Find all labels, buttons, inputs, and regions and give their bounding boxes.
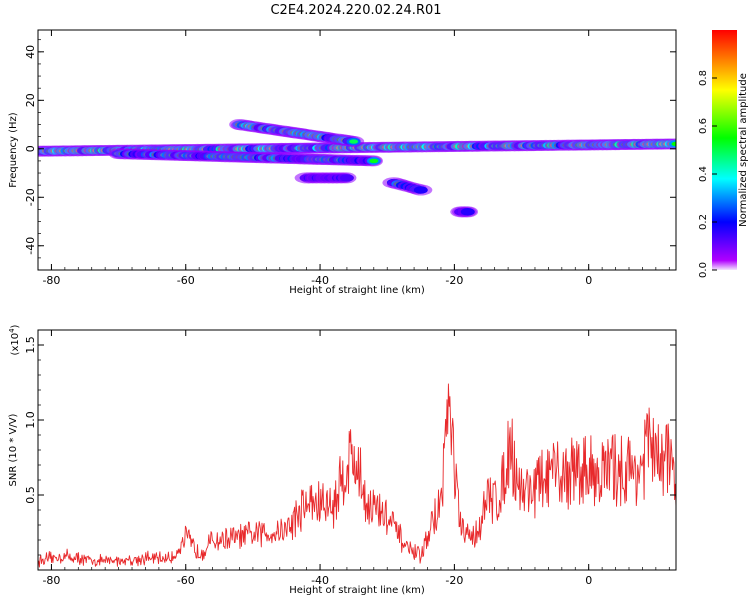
snr-xtick-label: -20	[445, 574, 463, 587]
snr-xtick-label: -60	[177, 574, 195, 587]
snr-axes: -80 -60 -40 -20 0 0.5 1.0 1.5	[24, 330, 676, 587]
colorbar-ticks: 0.0 0.2 0.4 0.6 0.8	[698, 70, 717, 278]
spectrogram-core	[349, 139, 359, 144]
spectrogram-ytick-label: -40	[24, 237, 37, 255]
spectrogram-axes: -80 -60 -40 -20 0 40 20 0 -20 -40	[24, 30, 676, 287]
spectrogram-core	[671, 141, 676, 147]
colorbar: 0.0 0.2 0.4 0.6 0.8 Normalized spectral ampl…	[698, 30, 749, 278]
spectrogram-cell	[460, 208, 475, 216]
spectrogram-ytick-label: 40	[24, 45, 37, 59]
figure-title: C2E4.2024.220.02.24.R01	[270, 3, 441, 18]
spectrogram-xtick-label: -60	[177, 274, 195, 287]
spectrogram-ytick-label: 0	[24, 145, 37, 152]
spectrogram-xtick-label: -40	[311, 274, 329, 287]
colorbar-gradient	[712, 30, 737, 270]
colorbar-tick-label: 0.0	[698, 262, 709, 278]
spectrogram-xtick-label: -80	[42, 274, 60, 287]
colorbar-tick-label: 0.2	[698, 214, 709, 230]
colorbar-tick-label: 0.6	[698, 118, 709, 134]
snr-series-line	[38, 383, 676, 568]
snr-frame	[37, 329, 677, 571]
spectrogram-cell	[339, 174, 354, 182]
colorbar-label: Normalized spectral amplitude	[738, 73, 749, 227]
spectrogram-ylabel: Frequency (Hz)	[8, 112, 19, 188]
spectrogram-xtick-label: 0	[585, 274, 592, 287]
spectrogram-panel: -80 -60 -40 -20 0 40 20 0 -20 -40 Height of strai…	[8, 29, 677, 296]
spectrogram-ytick-label: 20	[24, 93, 37, 107]
spectrogram-ytick-label: -20	[24, 188, 37, 206]
spectrogram-marks	[38, 119, 676, 218]
snr-ytick-label: 0.5	[24, 486, 37, 504]
spectrogram-xtick-label: -20	[445, 274, 463, 287]
snr-ytick-label: 1.0	[24, 411, 37, 429]
spectrogram-core	[369, 158, 379, 164]
snr-xlabel: Height of straight line (km)	[289, 585, 425, 596]
snr-panel: -80 -60 -40 -20 0 0.5 1.0 1.5 Height of straigh…	[8, 324, 677, 596]
colorbar-tick-label: 0.4	[698, 166, 709, 182]
snr-xtick-label: -80	[42, 574, 60, 587]
snr-multiplier: (x104)	[8, 324, 21, 355]
spectrogram-frame	[37, 29, 677, 271]
colorbar-tick-label: 0.8	[698, 70, 709, 86]
snr-xtick-label: 0	[585, 574, 592, 587]
spectrogram-cell	[413, 186, 428, 194]
snr-ytick-label: 1.5	[24, 336, 37, 354]
snr-xtick-label: -40	[311, 574, 329, 587]
spectrogram-xlabel: Height of straight line (km)	[289, 285, 425, 296]
snr-ylabel: SNR (10 * V/V)	[8, 413, 19, 486]
